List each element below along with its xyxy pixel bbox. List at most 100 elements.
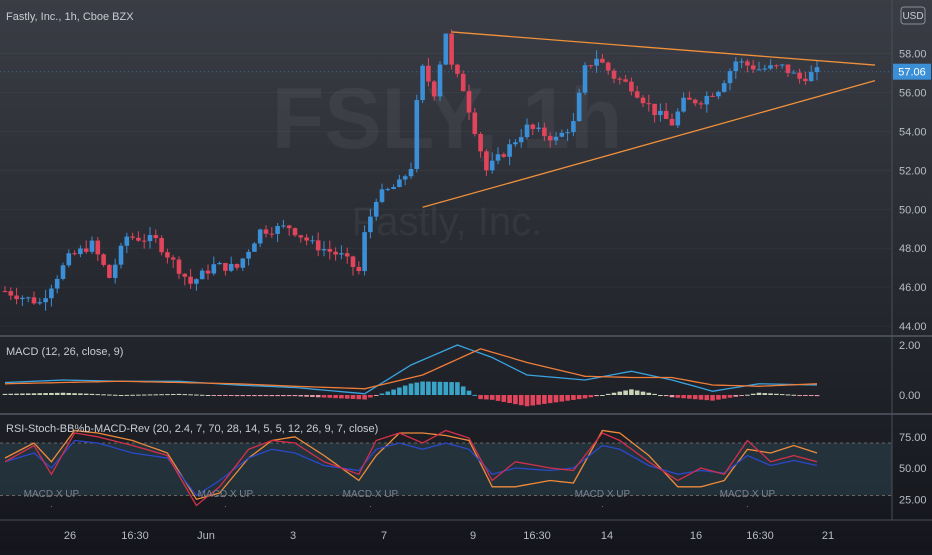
macd-histogram-bar	[397, 387, 402, 395]
macd-histogram-bar	[658, 395, 663, 396]
candle	[617, 76, 623, 85]
macd-histogram-bar	[629, 389, 634, 395]
macd-histogram-bar	[257, 395, 263, 397]
trendline[interactable]	[451, 31, 876, 66]
macd-histogram-bar	[652, 393, 657, 395]
candle	[95, 237, 101, 262]
time-tick-label: 16:30	[121, 530, 149, 542]
macd-histogram-bar	[431, 381, 437, 395]
candle	[350, 255, 356, 276]
macd-histogram-bar	[292, 395, 298, 397]
macd-histogram-bar	[733, 395, 739, 397]
candle	[565, 128, 570, 141]
oscillator-tick-label: 75.00	[899, 432, 927, 444]
candle	[194, 278, 199, 291]
macd-histogram-bar	[634, 390, 640, 395]
currency-badge[interactable]: USD	[900, 6, 926, 25]
macd-histogram-bar	[391, 389, 396, 395]
candle	[2, 286, 8, 293]
macd-histogram-bar	[333, 395, 338, 399]
macd-histogram-bar	[687, 395, 692, 399]
candle	[182, 273, 188, 286]
macd-histogram-bar	[385, 391, 391, 395]
macd-histogram-bar	[298, 395, 304, 397]
candle	[768, 59, 773, 71]
macd-histogram-bar	[147, 394, 153, 396]
last-price-label: 57.06	[898, 67, 926, 79]
macd-histogram-bar	[368, 395, 373, 398]
candle	[478, 131, 483, 158]
signal-label: MACD X UP	[343, 489, 399, 500]
candle	[797, 68, 802, 84]
signal-marker: ·	[369, 501, 372, 511]
macd-histogram-bar	[170, 393, 176, 395]
time-tick-label: 26	[64, 530, 76, 542]
candle	[466, 84, 472, 121]
macd-histogram-bar	[89, 393, 95, 395]
price-tick-label: 48.00	[899, 243, 927, 255]
macd-histogram-bar	[484, 395, 489, 400]
candle	[623, 75, 628, 83]
candle	[14, 287, 19, 305]
macd-histogram-bar	[756, 392, 762, 395]
macd-histogram-bar	[785, 394, 791, 396]
candle	[373, 198, 379, 221]
macd-histogram-bar	[350, 395, 356, 399]
macd-histogram-bar	[565, 395, 570, 401]
candle	[246, 249, 251, 266]
candle	[339, 245, 344, 260]
macd-histogram-bar	[437, 381, 443, 395]
macd-histogram-bar	[675, 395, 681, 398]
candle	[292, 227, 298, 237]
candle	[101, 253, 106, 267]
macd-histogram-bar	[640, 391, 646, 395]
candle	[298, 234, 304, 243]
rsi-line	[4, 429, 818, 507]
macd-histogram-bar	[547, 395, 553, 404]
macd-histogram-bar	[449, 382, 454, 395]
macd-histogram-bar	[582, 395, 588, 399]
candle	[118, 242, 124, 269]
macd-histogram-bar	[646, 392, 652, 395]
oscillator-title: RSI-Stoch-BB%b-MACD-Rev (20, 2.4, 7, 70,…	[6, 423, 378, 435]
time-tick-label: 16:30	[746, 530, 774, 542]
candle	[8, 287, 14, 300]
price-tick-label: 54.00	[899, 126, 927, 138]
macd-histogram-bar	[414, 382, 420, 395]
macd-histogram-bar	[571, 395, 576, 400]
candle	[745, 59, 750, 73]
macd-histogram-bar	[501, 395, 507, 402]
candle	[449, 29, 454, 70]
macd-histogram-bar	[727, 395, 733, 398]
candle	[611, 68, 617, 84]
macd-histogram-bar	[20, 393, 25, 395]
candle	[489, 152, 495, 174]
candle	[571, 112, 576, 137]
macd-histogram-bar	[443, 381, 449, 395]
trendline[interactable]	[422, 80, 876, 208]
macd-histogram-bar	[710, 395, 715, 401]
macd-histogram-bar	[2, 393, 8, 395]
candle	[327, 240, 333, 260]
macd-histogram-bar	[791, 394, 797, 396]
macd-histogram-bar	[344, 395, 350, 399]
candle	[669, 113, 675, 126]
macd-histogram-bar	[310, 395, 315, 397]
candle	[391, 184, 396, 190]
candle	[455, 63, 460, 78]
candle	[362, 225, 367, 276]
candle	[257, 228, 263, 248]
candle	[321, 241, 327, 257]
candle	[263, 225, 269, 238]
candle	[78, 245, 83, 258]
macd-histogram-bar	[315, 395, 321, 398]
macd-histogram-bar	[617, 391, 623, 395]
macd-histogram-bar	[263, 395, 269, 397]
macd-histogram-bar	[542, 395, 547, 404]
candle	[124, 232, 130, 254]
candle	[721, 80, 727, 93]
macd-histogram-bar	[797, 395, 802, 396]
macd-histogram-bar	[408, 383, 414, 395]
macd-histogram-bar	[420, 381, 425, 395]
